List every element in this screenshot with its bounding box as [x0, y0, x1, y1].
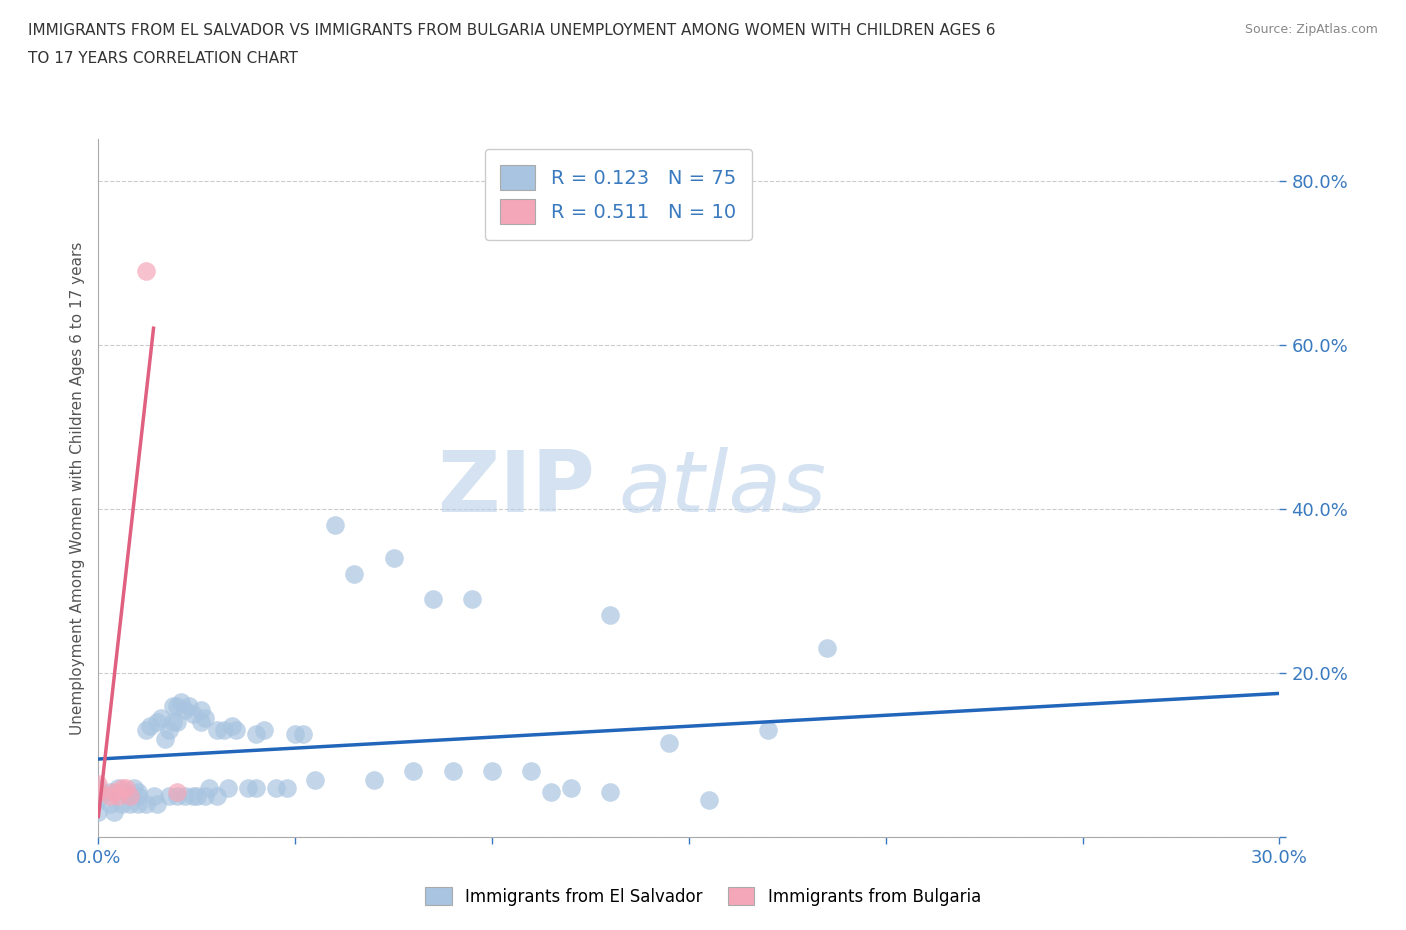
Point	[186, 789, 208, 804]
Point	[107, 789, 129, 804]
Point	[190, 714, 212, 729]
Legend: Immigrants from El Salvador, Immigrants from Bulgaria: Immigrants from El Salvador, Immigrants …	[419, 881, 987, 912]
Point	[815, 641, 838, 656]
Point	[157, 789, 180, 804]
Point	[181, 707, 204, 722]
Y-axis label: Unemployment Among Women with Children Ages 6 to 17 years: Unemployment Among Women with Children A…	[69, 242, 84, 735]
Point	[194, 789, 217, 804]
Point	[111, 797, 134, 812]
Point	[87, 792, 110, 807]
Point	[540, 784, 562, 799]
Point	[382, 551, 405, 565]
Point	[441, 764, 464, 778]
Point	[658, 736, 681, 751]
Point	[197, 780, 219, 795]
Text: Source: ZipAtlas.com: Source: ZipAtlas.com	[1244, 23, 1378, 36]
Point	[174, 789, 197, 804]
Point	[292, 727, 315, 742]
Point	[115, 784, 138, 799]
Point	[599, 608, 621, 623]
Point	[166, 714, 188, 729]
Point	[520, 764, 543, 778]
Point	[253, 723, 276, 737]
Point	[111, 780, 134, 795]
Point	[174, 702, 197, 717]
Point	[87, 784, 110, 799]
Point	[146, 797, 169, 812]
Text: IMMIGRANTS FROM EL SALVADOR VS IMMIGRANTS FROM BULGARIA UNEMPLOYMENT AMONG WOMEN: IMMIGRANTS FROM EL SALVADOR VS IMMIGRANT…	[28, 23, 995, 38]
Point	[221, 719, 243, 734]
Legend: R = 0.123   N = 75, R = 0.511   N = 10: R = 0.123 N = 75, R = 0.511 N = 10	[485, 149, 752, 240]
Point	[166, 698, 188, 713]
Point	[135, 263, 157, 278]
Point	[225, 723, 247, 737]
Point	[170, 694, 193, 709]
Point	[190, 702, 212, 717]
Point	[146, 714, 169, 729]
Point	[118, 797, 141, 812]
Point	[264, 780, 287, 795]
Point	[87, 777, 110, 791]
Point	[284, 727, 307, 742]
Point	[115, 780, 138, 795]
Point	[166, 789, 188, 804]
Point	[276, 780, 298, 795]
Text: ZIP: ZIP	[437, 446, 595, 530]
Point	[118, 789, 141, 804]
Point	[87, 780, 110, 795]
Point	[481, 764, 503, 778]
Point	[756, 723, 779, 737]
Point	[103, 805, 125, 820]
Point	[122, 780, 145, 795]
Point	[150, 711, 173, 725]
Point	[245, 780, 267, 795]
Point	[205, 789, 228, 804]
Point	[363, 772, 385, 787]
Point	[343, 567, 366, 582]
Point	[217, 780, 239, 795]
Point	[214, 723, 236, 737]
Point	[127, 784, 149, 799]
Point	[162, 714, 184, 729]
Point	[162, 698, 184, 713]
Text: TO 17 YEARS CORRELATION CHART: TO 17 YEARS CORRELATION CHART	[28, 51, 298, 66]
Point	[461, 591, 484, 606]
Point	[157, 723, 180, 737]
Point	[194, 711, 217, 725]
Point	[155, 731, 177, 746]
Point	[98, 789, 121, 804]
Point	[177, 698, 200, 713]
Point	[118, 789, 141, 804]
Point	[166, 784, 188, 799]
Point	[142, 789, 165, 804]
Point	[107, 780, 129, 795]
Point	[599, 784, 621, 799]
Text: atlas: atlas	[619, 446, 827, 530]
Point	[323, 518, 346, 533]
Point	[127, 789, 149, 804]
Point	[181, 789, 204, 804]
Point	[697, 792, 720, 807]
Point	[138, 719, 160, 734]
Point	[304, 772, 326, 787]
Point	[205, 723, 228, 737]
Point	[560, 780, 582, 795]
Point	[135, 723, 157, 737]
Point	[135, 797, 157, 812]
Point	[236, 780, 259, 795]
Point	[402, 764, 425, 778]
Point	[103, 784, 125, 799]
Point	[422, 591, 444, 606]
Point	[245, 727, 267, 742]
Point	[98, 784, 121, 799]
Point	[127, 797, 149, 812]
Point	[98, 797, 121, 812]
Point	[87, 805, 110, 820]
